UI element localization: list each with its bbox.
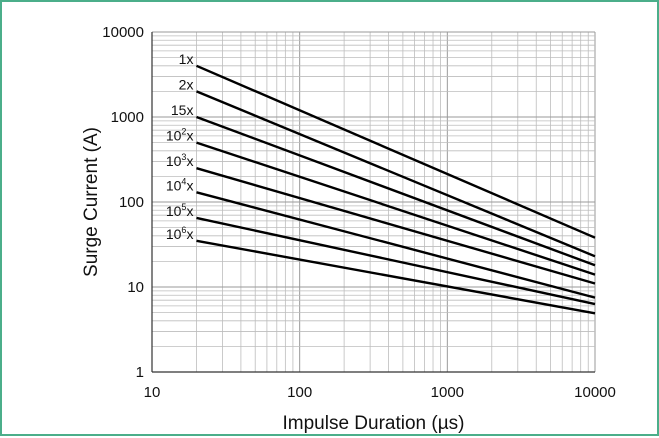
y-tick-label: 10000 (102, 24, 144, 41)
y-tick-label: 1 (136, 364, 144, 381)
x-tick-label: 1000 (431, 384, 464, 401)
series-line (196, 167, 596, 285)
series-line (196, 115, 596, 267)
series-line (196, 90, 596, 258)
series-line (196, 141, 596, 276)
series-label: 1x (179, 51, 194, 67)
x-tick-label: 100 (287, 384, 312, 401)
series-label: 103x (166, 152, 194, 169)
series-line (196, 64, 596, 239)
x-axis-title: Impulse Duration (µs) (282, 413, 464, 434)
y-tick-label: 1000 (111, 109, 144, 126)
x-tick-label: 10000 (574, 384, 616, 401)
series-label: 15x (171, 102, 194, 118)
series-label: 104x (166, 176, 194, 193)
y-tick-label: 10 (127, 279, 144, 296)
series-line (196, 191, 596, 299)
y-tick-label: 100 (119, 194, 144, 211)
series-line (196, 216, 596, 306)
y-axis-title: Surge Current (A) (81, 127, 102, 277)
x-tick-label: 10 (144, 384, 161, 401)
axes (151, 32, 595, 373)
series-label: 102x (166, 127, 194, 144)
series-label: 105x (166, 202, 194, 219)
series-lines (196, 64, 596, 315)
series-labels: 1x 2x 15x 102x 103x 104x 105x 106x (166, 51, 194, 242)
series-label: 106x (166, 225, 194, 242)
series-line (196, 239, 596, 315)
series-label: 2x (179, 76, 194, 92)
